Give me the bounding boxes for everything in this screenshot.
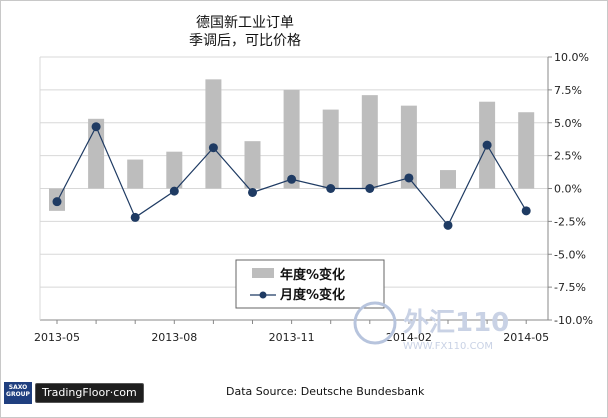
y-tick-label: 5.0%	[554, 117, 582, 130]
y-tick-label: 10.0%	[554, 51, 589, 64]
chart-title-line-1: 德国新工业订单	[196, 15, 294, 31]
bar	[244, 141, 261, 189]
line-point	[443, 220, 453, 230]
bar	[205, 79, 222, 189]
watermark-url: WWW.FX110.COM	[403, 341, 493, 352]
line-point	[521, 206, 531, 216]
watermark-text: 外汇110	[403, 308, 509, 338]
x-tick-label: 2014-05	[503, 331, 549, 344]
watermark: 外汇110 WWW.FX110.COM	[345, 295, 545, 359]
x-tick-label: 2013-08	[151, 331, 197, 344]
line-point	[287, 174, 297, 184]
legend-marker	[259, 291, 267, 299]
line-point	[169, 186, 179, 196]
y-tick-label: 0.0%	[554, 183, 582, 196]
y-axis: 10.0% 7.5% 5.0% 2.5% 0.0% -2.5% -5.0% -7.5% -10.…	[39, 51, 593, 327]
line-point	[326, 184, 336, 193]
bar	[283, 89, 300, 189]
line-series	[52, 122, 531, 230]
y-tick-label: 7.5%	[554, 84, 582, 97]
line-point	[482, 140, 492, 150]
line-point	[130, 212, 140, 222]
line-point	[404, 173, 414, 183]
line-point	[365, 184, 375, 193]
legend: 年度%变化 月度%变化	[235, 259, 385, 309]
watermark-globe-icon	[353, 301, 397, 345]
bar-series	[49, 79, 535, 211]
x-tick-label: 2013-11	[269, 331, 315, 344]
y-tick-label: -5.0%	[554, 248, 586, 261]
line-point	[52, 197, 62, 207]
x-tick-label: 2013-05	[34, 331, 80, 344]
y-tick-label: -10.0%	[554, 314, 593, 327]
tradingfloor-logo: TradingFloor·com	[35, 383, 144, 403]
bar	[166, 151, 183, 189]
brand-logo: SAXO GROUP TradingFloor·com	[4, 382, 144, 404]
x-axis: 2013-05 2013-08 2013-11 2014-02 2014-05	[34, 320, 549, 344]
chart-title-line-2: 季调后，可比价格	[189, 33, 301, 49]
legend-label-monthly: 月度%变化	[279, 287, 345, 303]
bar	[400, 105, 417, 189]
saxo-group-logo: SAXO GROUP	[4, 382, 32, 404]
bar	[518, 112, 535, 189]
bar	[361, 95, 378, 189]
line-point	[208, 143, 218, 153]
bar	[322, 109, 339, 189]
legend-label-yearly: 年度%变化	[280, 267, 345, 283]
y-tick-label: -7.5%	[554, 281, 586, 294]
y-tick-label: 2.5%	[554, 150, 582, 163]
x-tick-label: 2014-02	[386, 331, 432, 344]
legend-bar-swatch	[252, 268, 274, 278]
bar	[440, 170, 456, 189]
y-tick-label: -2.5%	[554, 215, 586, 228]
line-point	[91, 122, 101, 132]
line-point	[248, 187, 257, 197]
data-source-note: Data Source: Deutsche Bundesbank	[226, 385, 425, 398]
bar	[127, 159, 144, 189]
